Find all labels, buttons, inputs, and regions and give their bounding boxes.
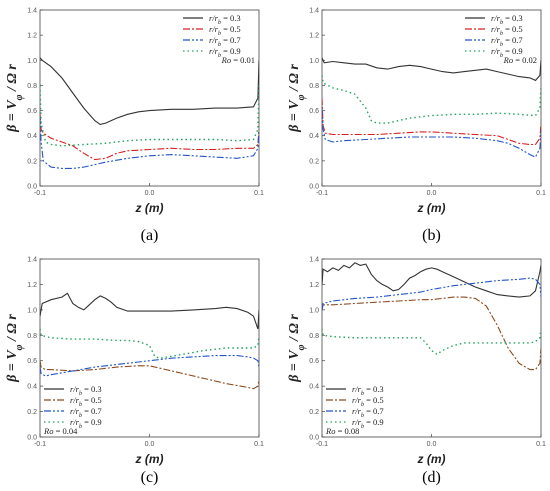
legend-label: r/rb = 0.3 <box>491 13 523 26</box>
y-tick-label: 0.4 <box>27 384 37 391</box>
legend-label: r/rb = 0.5 <box>491 24 523 37</box>
y-tick-label: 0.4 <box>27 133 37 140</box>
y-tick-label: 0.4 <box>309 384 319 391</box>
y-tick-label: 1.4 <box>309 8 319 15</box>
legend-label: r/rb = 0.3 <box>70 384 102 397</box>
legend-label: r/rb = 0.5 <box>209 24 241 37</box>
y-tick-label: 0.2 <box>27 409 37 416</box>
y-tick-label: 1.0 <box>309 58 319 65</box>
series-line-4 <box>40 85 259 147</box>
y-tick-label: 0.8 <box>27 333 37 340</box>
y-tick-label: 0.6 <box>27 108 37 115</box>
x-tick-label: -0.1 <box>34 441 46 448</box>
x-tick-label: 0.0 <box>145 441 155 448</box>
y-tick-label: 0.4 <box>309 133 319 140</box>
y-axis-label: β = Vφ / Ω r <box>5 64 25 133</box>
y-tick-label: 0.6 <box>27 358 37 365</box>
y-axis-label: β = Vφ / Ω r <box>5 314 25 383</box>
legend-label: r/rb = 0.7 <box>352 406 384 419</box>
series-line-1 <box>40 292 259 330</box>
series-line-1 <box>322 262 541 298</box>
legend-label: r/rb = 0.3 <box>352 384 384 397</box>
y-tick-label: 1.4 <box>27 8 37 15</box>
y-tick-label: 1.0 <box>309 307 319 314</box>
legend-label: r/rb = 0.7 <box>209 35 241 48</box>
legend-label: r/rb = 0.3 <box>209 13 241 26</box>
x-tick-label: 0.0 <box>145 190 155 197</box>
series-line-2 <box>322 97 541 146</box>
x-axis-label: z (m) <box>417 452 446 466</box>
x-axis-label: z (m) <box>135 201 164 215</box>
y-tick-label: 0.8 <box>309 83 319 90</box>
series-line-2 <box>40 113 259 161</box>
x-tick-label: 0.1 <box>254 441 264 448</box>
x-tick-label: 0.1 <box>536 190 546 197</box>
y-tick-label: 1.0 <box>27 58 37 65</box>
panel-caption: (d) <box>422 469 441 486</box>
legend-label: r/rb = 0.7 <box>491 35 523 48</box>
y-tick-label: 0.0 <box>309 184 319 191</box>
legend-label: r/rb = 0.7 <box>70 406 102 419</box>
legend-label: r/rb = 0.9 <box>491 46 523 59</box>
x-tick-label: -0.1 <box>316 441 328 448</box>
x-axis-label: z (m) <box>135 452 164 466</box>
series-line-3 <box>40 355 259 377</box>
legend-label: r/rb = 0.9 <box>70 417 102 430</box>
panel-caption: (b) <box>422 227 441 244</box>
series-line-2 <box>40 360 259 390</box>
x-tick-label: 0.1 <box>536 441 546 448</box>
y-tick-label: 0.8 <box>27 83 37 90</box>
y-tick-label: 0.0 <box>27 184 37 191</box>
rossby-annotation: Ro = 0.08 <box>325 426 359 436</box>
y-tick-label: 0.8 <box>309 333 319 340</box>
series-line-3 <box>322 277 541 310</box>
chart-panel-a: 0.00.20.40.60.81.01.21.4-0.1 0.0 0.1β = Vφ… <box>5 8 264 245</box>
legend-label: r/rb = 0.5 <box>352 395 384 408</box>
y-tick-label: 1.0 <box>27 307 37 314</box>
x-tick-label: -0.1 <box>316 190 328 197</box>
series-line-1 <box>322 57 541 82</box>
rossby-annotation: Ro = 0.02 <box>503 55 537 65</box>
series-line-3 <box>322 108 541 158</box>
y-tick-label: 0.0 <box>309 435 319 442</box>
y-tick-label: 0.6 <box>309 108 319 115</box>
y-tick-label: 0.2 <box>309 158 319 165</box>
y-axis-label: β = Vφ / Ω r <box>287 64 307 133</box>
y-tick-label: 0.2 <box>27 158 37 165</box>
x-tick-label: 0.0 <box>427 441 437 448</box>
chart-panel-b: 0.00.20.40.60.81.01.21.4-0.1 0.0 0.1β = Vφ… <box>287 8 546 245</box>
series-line-4 <box>40 328 259 359</box>
x-tick-label: 0.0 <box>427 190 437 197</box>
legend-label: r/rb = 0.5 <box>70 395 102 408</box>
y-tick-label: 1.4 <box>309 257 319 264</box>
y-axis-label: β = Vφ / Ω r <box>287 314 307 383</box>
y-tick-label: 1.2 <box>309 33 319 40</box>
y-tick-label: 0.0 <box>27 435 37 442</box>
x-tick-label: 0.1 <box>254 190 264 197</box>
legend-label: r/rb = 0.9 <box>352 417 384 430</box>
y-tick-label: 0.2 <box>309 409 319 416</box>
panel-caption: (a) <box>141 227 159 244</box>
legend-label: r/rb = 0.9 <box>209 46 241 59</box>
x-tick-label: -0.1 <box>34 190 46 197</box>
series-line-4 <box>322 75 541 124</box>
rossby-annotation: Ro = 0.01 <box>221 55 255 65</box>
series-line-2 <box>322 296 541 371</box>
chart-panel-c: 0.00.20.40.60.81.01.21.4-0.1 0.0 0.1β = Vφ… <box>5 257 264 487</box>
series-line-3 <box>40 116 259 169</box>
chart-panel-d: 0.00.20.40.60.81.01.21.4-0.1 0.0 0.1β = Vφ… <box>287 257 546 487</box>
y-tick-label: 1.2 <box>309 282 319 289</box>
y-tick-label: 1.2 <box>27 282 37 289</box>
x-axis-label: z (m) <box>417 201 446 215</box>
y-tick-label: 1.2 <box>27 33 37 40</box>
panel-caption: (c) <box>141 469 159 486</box>
rossby-annotation: Ro = 0.04 <box>43 426 78 436</box>
y-tick-label: 0.6 <box>309 358 319 365</box>
series-line-4 <box>322 328 541 356</box>
series-line-1 <box>40 57 259 125</box>
y-tick-label: 1.4 <box>27 257 37 264</box>
